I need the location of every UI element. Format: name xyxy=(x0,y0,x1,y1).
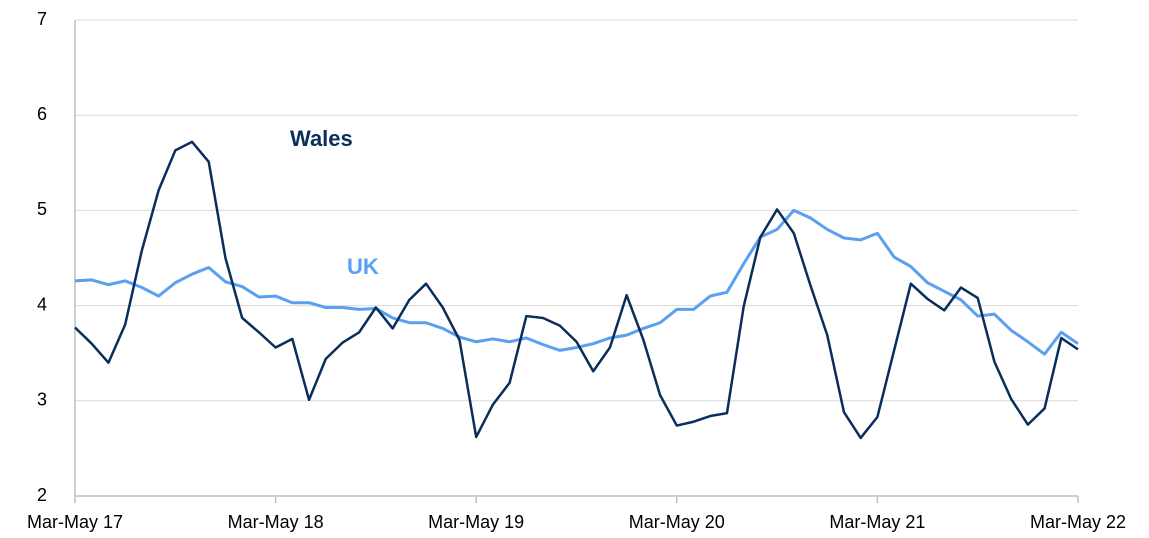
y-tick-label: 4 xyxy=(37,294,47,314)
y-tick-label: 7 xyxy=(37,9,47,29)
x-tick-label: Mar-May 20 xyxy=(629,512,725,532)
y-tick-label: 2 xyxy=(37,485,47,505)
y-tick-label: 5 xyxy=(37,199,47,219)
series-line xyxy=(74,140,1079,440)
x-tick-label: Mar-May 22 xyxy=(1030,512,1126,532)
x-tick-label: Mar-May 18 xyxy=(228,512,324,532)
x-tick-label: Mar-May 19 xyxy=(428,512,524,532)
x-tick-label: Mar-May 21 xyxy=(829,512,925,532)
y-tick-label: 6 xyxy=(37,104,47,124)
series-line xyxy=(74,208,1079,356)
series-label: UK xyxy=(347,254,379,279)
y-tick-label: 3 xyxy=(37,390,47,410)
series-label: Wales xyxy=(290,126,353,151)
x-tick-label: Mar-May 17 xyxy=(27,512,123,532)
